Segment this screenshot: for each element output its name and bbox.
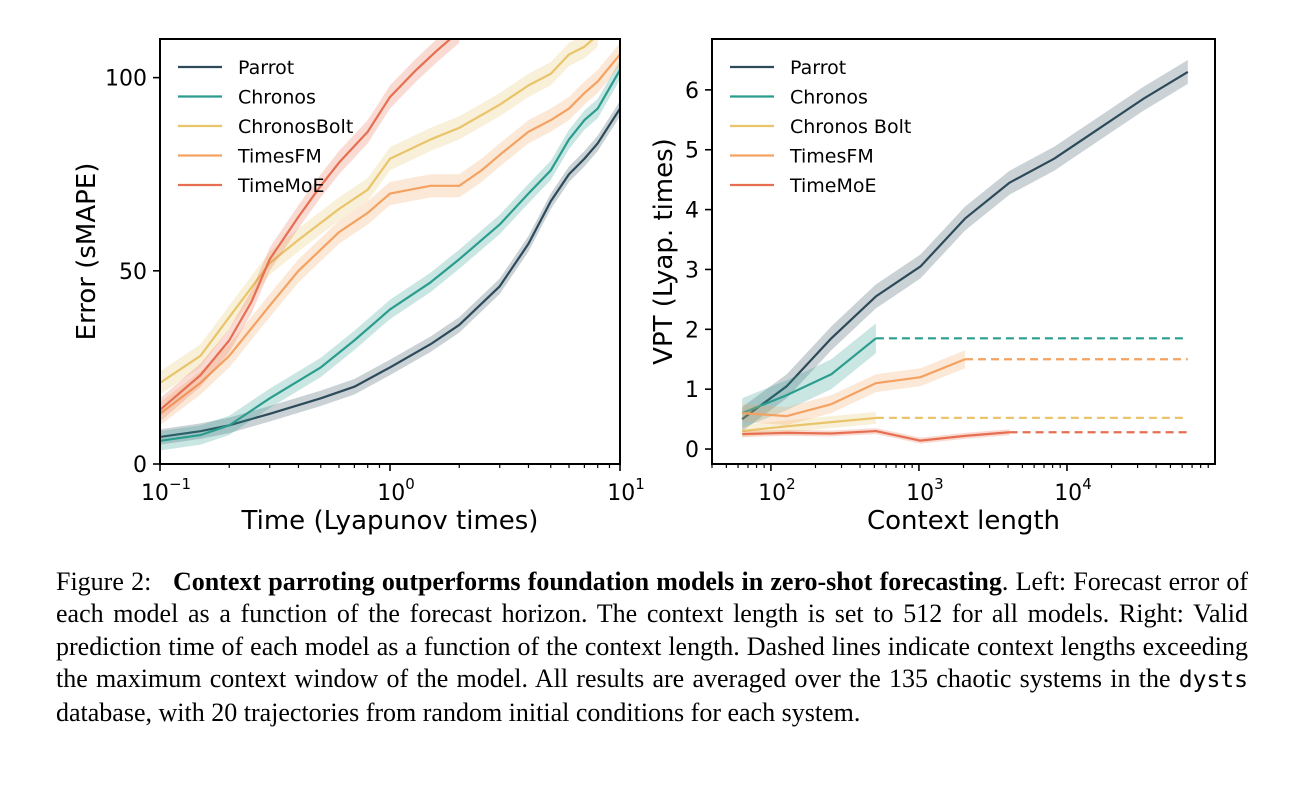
- y-axis-label: VPT (Lyap. times): [649, 138, 679, 365]
- band-timesfm: [742, 350, 966, 426]
- legend-label-timemoe: TimeMoE: [237, 175, 325, 197]
- plot-area: [160, 39, 620, 451]
- legend-label-parrot: Parrot: [238, 57, 294, 79]
- legend-label-parrot: Parrot: [790, 57, 846, 79]
- line-parrot: [741, 70, 1189, 420]
- x-tick-exponent: 0: [405, 475, 415, 493]
- x-tick-label: 102: [758, 475, 796, 506]
- legend-label-chronos: Chronos: [238, 87, 316, 109]
- y-tick-label: 1: [685, 378, 699, 403]
- legend-label-chronosbolt: ChronosBolt: [238, 116, 353, 138]
- y-tick-label: 100: [105, 67, 147, 92]
- line-timesfm: [742, 358, 966, 418]
- x-axis-label: Time (Lyapunov times): [241, 506, 539, 536]
- line-timemoe: [742, 429, 1010, 442]
- y-tick-label: 0: [685, 438, 699, 463]
- y-tick-label: 3: [685, 258, 699, 283]
- x-tick-exponent: 3: [934, 475, 944, 493]
- x-tick-label: 101: [607, 475, 645, 506]
- x-tick-label: 103: [906, 475, 944, 506]
- caption-code: dysts: [1178, 667, 1248, 694]
- x-tick-exponent: 2: [786, 475, 796, 493]
- x-tick-exponent: −1: [169, 475, 191, 493]
- x-axis-label: Context length: [867, 506, 1060, 536]
- band-chronos: [742, 323, 876, 429]
- legend-label-chronos: Chronos: [790, 87, 868, 109]
- legend-label-timemoe: TimeMoE: [789, 175, 877, 197]
- line-timesfm: [160, 53, 620, 415]
- line-chronos: [741, 337, 877, 415]
- line-chronosbolt: [160, 39, 595, 384]
- legend: Parrot Chronos Chronos Bolt TimesFM TimeMoE: [730, 57, 911, 197]
- y-tick-label: 5: [685, 139, 699, 164]
- y-tick-label: 6: [685, 79, 699, 104]
- y-tick-label: 50: [119, 260, 147, 285]
- x-tick-label: 10−1: [141, 475, 191, 506]
- band-parrot: [742, 59, 1188, 432]
- y-tick-label: 2: [685, 318, 699, 343]
- plot-area: [741, 59, 1189, 444]
- line-chronos: [160, 69, 620, 442]
- band-timesfm: [160, 42, 620, 426]
- y-tick-label: 4: [685, 199, 699, 224]
- band-timemoe: [160, 39, 460, 422]
- legend: Parrot Chronos ChronosBolt TimesFM TimeMoE: [178, 57, 353, 197]
- x-tick-exponent: 1: [635, 475, 645, 493]
- y-tick-label: 0: [133, 453, 147, 478]
- x-tick-exponent: 4: [1082, 475, 1092, 493]
- x-tick-label: 104: [1054, 475, 1092, 506]
- band-timemoe: [742, 428, 1010, 444]
- y-axis-label: Error (sMAPE): [72, 163, 102, 341]
- figure-caption: Figure 2: Context parroting outperforms …: [56, 566, 1248, 729]
- caption-text-1: . Left: Forecast error of each model as …: [56, 567, 1249, 694]
- x-tick-label: 100: [377, 475, 415, 506]
- legend-label-timesfm: TimesFM: [789, 146, 874, 168]
- caption-text-2: database, with 20 trajectories from rand…: [56, 697, 861, 727]
- line-chronos-bolt: [742, 416, 877, 433]
- legend-label-chronos-bolt: Chronos Bolt: [790, 116, 911, 138]
- band-chronosbolt: [160, 39, 598, 395]
- line-timemoe: [160, 39, 453, 411]
- legend-label-timesfm: TimesFM: [237, 146, 322, 168]
- caption-bold-title: Context parroting outperforms foundation…: [172, 567, 1002, 596]
- caption-label: Figure 2:: [56, 567, 152, 596]
- line-parrot: [160, 107, 620, 439]
